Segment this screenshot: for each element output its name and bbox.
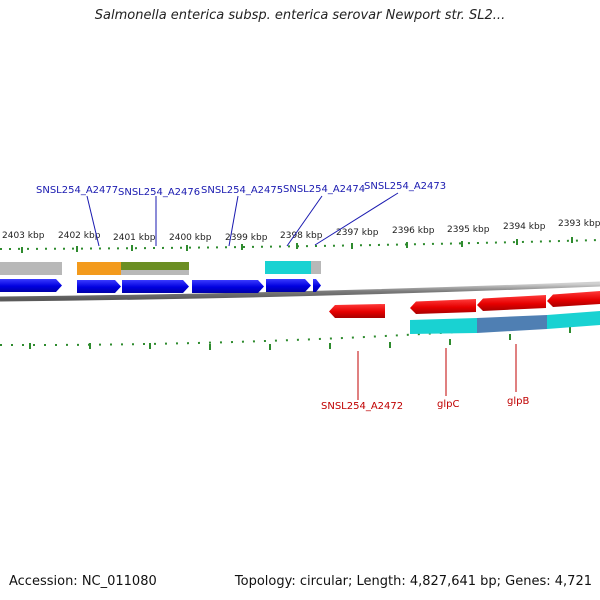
forward-strand-genes: [0, 279, 321, 293]
ruler-tick-label: 2403 kbp: [2, 231, 45, 241]
gene-label-bottom[interactable]: glpC: [437, 399, 459, 410]
feature-block-steel: [477, 315, 547, 333]
bottom-gene-labels: SNSL254_A2472 glpC glpB: [321, 344, 529, 412]
genome-backbone: [0, 281, 600, 302]
gene-label-top[interactable]: SNSL254_A2477: [36, 185, 118, 196]
gene-label-top[interactable]: SNSL254_A2476: [118, 187, 200, 198]
gene-arrow-reverse[interactable]: [477, 295, 546, 311]
ruler-tick-label: 2398 kbp: [280, 231, 323, 241]
ruler-tick-label: 2397 kbp: [336, 228, 379, 238]
feature-block-cyan: [547, 311, 600, 329]
gene-arrow-forward[interactable]: [192, 280, 264, 293]
feature-block-orange: [77, 262, 121, 275]
gene-arrow-reverse[interactable]: [410, 299, 476, 314]
gene-arrow-forward[interactable]: [122, 280, 189, 293]
ruler-tick-label: 2394 kbp: [503, 222, 546, 232]
genome-title: Salmonella enterica subsp. enterica sero…: [94, 8, 506, 23]
top-gene-labels: SNSL254_A2477 SNSL254_A2476 SNSL254_A247…: [36, 181, 446, 247]
gene-label-top[interactable]: SNSL254_A2474: [283, 184, 365, 195]
ruler-tick-label: 2401 kbp: [113, 233, 156, 243]
ruler-tick-label: 2399 kbp: [225, 233, 268, 243]
genome-summary-text: Topology: circular; Length: 4,827,641 bp…: [234, 574, 592, 589]
gene-label-top[interactable]: SNSL254_A2473: [364, 181, 446, 192]
feature-block-grey: [311, 261, 321, 274]
ruler-tick-label: 2400 kbp: [169, 233, 212, 243]
gene-arrow-reverse[interactable]: [329, 304, 385, 318]
gene-arrow-forward[interactable]: [313, 279, 321, 292]
feature-block-olive: [121, 262, 189, 270]
inner-tick-row: [0, 321, 600, 350]
ruler-labels: 2403 kbp 2402 kbp 2401 kbp 2400 kbp 2399…: [2, 219, 600, 243]
gene-arrow-forward[interactable]: [0, 279, 62, 292]
outer-tick-row: [0, 237, 600, 253]
ruler-tick-label: 2395 kbp: [447, 225, 490, 235]
feature-block-cyan: [410, 318, 477, 334]
feature-track-inner: [410, 311, 600, 334]
feature-track-outer: [0, 261, 321, 275]
accession-text: Accession: NC_011080: [9, 574, 157, 589]
gene-label-bottom[interactable]: SNSL254_A2472: [321, 401, 403, 412]
gene-arrow-forward[interactable]: [266, 279, 311, 292]
gene-label-bottom[interactable]: glpB: [507, 396, 529, 407]
feature-block-cyan: [265, 261, 311, 274]
feature-block-grey: [121, 270, 189, 275]
feature-block-grey: [0, 262, 62, 275]
gene-arrow-forward[interactable]: [77, 280, 121, 293]
gene-arrow-reverse[interactable]: [547, 291, 600, 307]
ruler-tick-label: 2396 kbp: [392, 226, 435, 236]
ruler-tick-label: 2402 kbp: [58, 231, 101, 241]
ruler-tick-label: 2393 kbp: [558, 219, 600, 229]
reverse-strand-genes: [329, 291, 600, 318]
gene-label-top[interactable]: SNSL254_A2475: [201, 185, 283, 196]
